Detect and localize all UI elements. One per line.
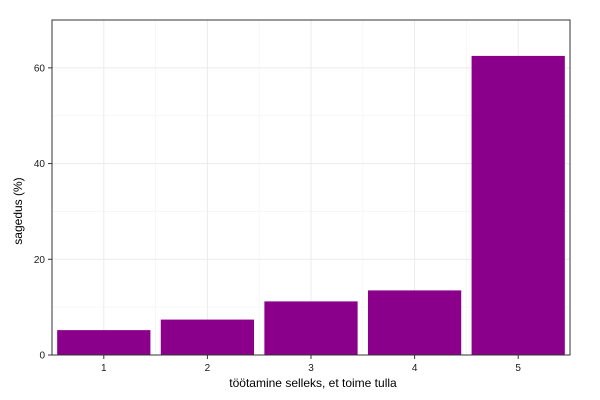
y-axis-title: sagedus (%) xyxy=(11,177,25,244)
y-tick-label: 40 xyxy=(34,159,46,170)
bar-4 xyxy=(367,290,462,355)
y-tick-label: 20 xyxy=(34,255,46,266)
bar-1 xyxy=(57,330,151,355)
plot-area: 0 20 40 60 1 2 3 4 5 xyxy=(34,19,571,374)
x-tick-label: 1 xyxy=(101,363,107,374)
x-axis-title: töötamine selleks, et toime tulla xyxy=(229,376,397,390)
bar-2 xyxy=(160,319,255,355)
x-tick-label: 5 xyxy=(515,363,521,374)
bar-3 xyxy=(264,301,358,355)
y-tick-label: 0 xyxy=(39,351,45,362)
x-tick-label: 3 xyxy=(308,363,314,374)
x-tick-label: 4 xyxy=(412,363,418,374)
bar-5 xyxy=(471,55,565,356)
y-tick-label: 60 xyxy=(34,63,46,74)
x-tick-label: 2 xyxy=(205,363,211,374)
